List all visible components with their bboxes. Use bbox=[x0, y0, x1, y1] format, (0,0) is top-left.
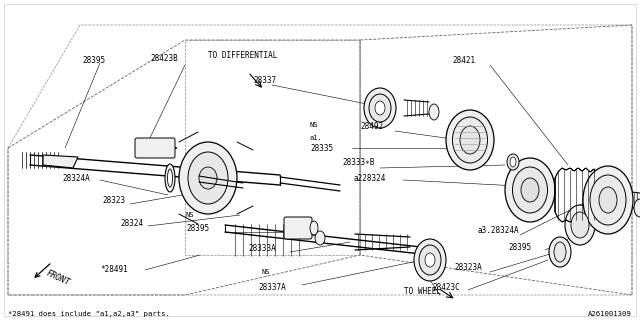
Ellipse shape bbox=[549, 237, 571, 267]
Ellipse shape bbox=[425, 253, 435, 267]
Text: FRONT: FRONT bbox=[45, 268, 71, 287]
Text: 28337A: 28337A bbox=[258, 283, 285, 292]
Polygon shape bbox=[43, 155, 78, 168]
Text: 28492: 28492 bbox=[360, 122, 383, 131]
Ellipse shape bbox=[165, 164, 175, 192]
Text: *28491: *28491 bbox=[100, 266, 128, 275]
Ellipse shape bbox=[369, 94, 391, 122]
Text: 28423B: 28423B bbox=[150, 53, 178, 62]
FancyBboxPatch shape bbox=[4, 4, 636, 316]
Text: TO WHEEL: TO WHEEL bbox=[404, 287, 441, 297]
Text: 28395: 28395 bbox=[82, 55, 105, 65]
Text: *28491 does include "a1,a2,a3" parts.: *28491 does include "a1,a2,a3" parts. bbox=[8, 311, 170, 317]
Ellipse shape bbox=[179, 142, 237, 214]
Ellipse shape bbox=[364, 88, 396, 128]
Ellipse shape bbox=[583, 166, 633, 234]
Ellipse shape bbox=[571, 212, 589, 238]
Ellipse shape bbox=[590, 175, 626, 225]
Ellipse shape bbox=[315, 231, 325, 245]
Ellipse shape bbox=[565, 205, 595, 245]
Ellipse shape bbox=[414, 239, 446, 281]
Text: 28423C: 28423C bbox=[432, 284, 460, 292]
FancyBboxPatch shape bbox=[284, 217, 312, 239]
Ellipse shape bbox=[510, 157, 516, 167]
Ellipse shape bbox=[634, 199, 640, 217]
Text: 28395: 28395 bbox=[186, 223, 209, 233]
Text: 28337: 28337 bbox=[253, 76, 276, 84]
Ellipse shape bbox=[188, 152, 228, 204]
Text: 28323A: 28323A bbox=[454, 263, 482, 273]
Ellipse shape bbox=[446, 110, 494, 170]
Text: 28333∗B: 28333∗B bbox=[342, 157, 374, 166]
Text: NS: NS bbox=[262, 269, 271, 275]
Text: 28421: 28421 bbox=[452, 55, 475, 65]
Text: 28395: 28395 bbox=[508, 243, 531, 252]
Text: A261001309: A261001309 bbox=[588, 311, 632, 317]
Text: 28323: 28323 bbox=[102, 196, 125, 204]
Text: NS: NS bbox=[186, 212, 195, 218]
Ellipse shape bbox=[168, 169, 173, 187]
Text: 28333A: 28333A bbox=[248, 244, 276, 252]
Ellipse shape bbox=[507, 154, 519, 170]
Text: TO DIFFERENTIAL: TO DIFFERENTIAL bbox=[208, 51, 277, 60]
Polygon shape bbox=[555, 168, 600, 222]
Ellipse shape bbox=[419, 245, 441, 275]
Text: NS: NS bbox=[310, 122, 319, 128]
Ellipse shape bbox=[521, 178, 539, 202]
Ellipse shape bbox=[199, 167, 217, 189]
Ellipse shape bbox=[599, 187, 617, 213]
Ellipse shape bbox=[429, 104, 439, 120]
Ellipse shape bbox=[310, 221, 318, 235]
Text: a228324: a228324 bbox=[354, 173, 387, 182]
Text: a3.28324A: a3.28324A bbox=[477, 226, 518, 235]
Ellipse shape bbox=[375, 101, 385, 115]
Ellipse shape bbox=[505, 158, 555, 222]
Ellipse shape bbox=[513, 167, 547, 213]
Text: 28335: 28335 bbox=[310, 143, 333, 153]
Ellipse shape bbox=[452, 117, 488, 163]
Text: 28324: 28324 bbox=[120, 219, 143, 228]
Text: 28324A: 28324A bbox=[62, 173, 90, 182]
Ellipse shape bbox=[460, 126, 480, 154]
Text: a1.: a1. bbox=[310, 135, 323, 141]
Ellipse shape bbox=[554, 242, 566, 262]
FancyBboxPatch shape bbox=[135, 138, 175, 158]
